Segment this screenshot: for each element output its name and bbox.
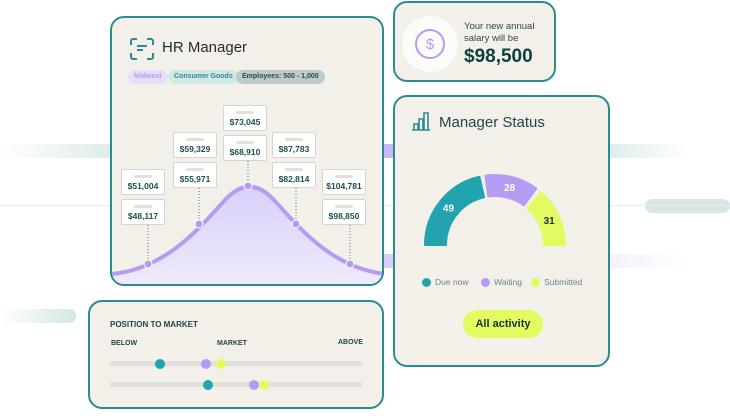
market-label: MARKET [217, 340, 247, 347]
salary-text: Your new annual salary will be [464, 21, 535, 44]
svg-text:$: $ [426, 36, 435, 53]
status-gauge: 49 28 31 [424, 174, 566, 246]
salary-label-top: $59,329 [173, 132, 217, 158]
chip-region: Midwest [128, 70, 168, 84]
market-position-dot [200, 358, 211, 369]
curve-point [345, 259, 355, 269]
salary-label-bottom: $48,117 [121, 199, 165, 225]
above-label: ABOVE [338, 339, 363, 346]
salary-label-bottom: $55,971 [173, 162, 217, 188]
curve-point [291, 219, 301, 229]
position-to-market-card: POSITION TO MARKET BELOW MARKET ABOVE [88, 300, 384, 409]
card-title: HR Manager [162, 39, 248, 56]
chip-employees: Employees: 500 - 1,000 [236, 70, 325, 84]
market-position-dot [203, 379, 214, 390]
gauge-segment-due-now [424, 175, 486, 246]
card-title: Manager Status [439, 114, 545, 131]
salary-label-top: $73,045 [223, 105, 267, 131]
gauge-value-label: 28 [504, 183, 516, 194]
gauge-segment-waiting [484, 174, 538, 207]
salary-label-bottom: $68,910 [223, 135, 267, 161]
chip-industry: Consumer Goods [168, 70, 239, 84]
gauge-value-label: 49 [443, 203, 455, 214]
market-track-2 [110, 379, 362, 390]
bar-chart-icon [412, 112, 430, 131]
salary-distribution-curve [112, 161, 382, 284]
market-position-dot [215, 358, 226, 369]
market-position-dot [258, 379, 269, 390]
curve-point [243, 181, 253, 191]
salary-label-top: $51,004 [121, 169, 165, 195]
salary-card: $ Your new annual salary will be $98,500 [393, 1, 556, 82]
salary-label-top: $87,783 [272, 132, 316, 158]
legend-due-now: Due now [422, 277, 469, 287]
market-position-dot [155, 358, 166, 369]
curve-point [194, 219, 204, 229]
all-activity-button[interactable]: All activity [463, 310, 543, 338]
legend-waiting: Waiting [481, 277, 522, 287]
card-title: POSITION TO MARKET [110, 320, 198, 329]
salary-label-top: $104,781 [322, 169, 366, 195]
hr-manager-card: HR Manager Midwest Consumer Goods Employ… [110, 16, 384, 286]
gauge-value-label: 31 [544, 216, 556, 227]
market-track-1 [110, 358, 362, 369]
salary-amount: $98,500 [464, 46, 533, 67]
dollar-circle-icon: $ [402, 16, 458, 72]
curve-fill [112, 186, 382, 284]
below-label: BELOW [111, 340, 138, 347]
gauge-segment-submitted [526, 191, 566, 246]
legend-submitted: Submitted [531, 277, 582, 287]
market-position-dot [248, 379, 259, 390]
curve-point [143, 259, 153, 269]
salary-label-bottom: $98,850 [322, 199, 366, 225]
document-scan-icon [130, 38, 154, 60]
salary-label-bottom: $82,814 [272, 162, 316, 188]
manager-status-card: Manager Status 49 28 31 Due now Waiting Su… [393, 95, 610, 367]
